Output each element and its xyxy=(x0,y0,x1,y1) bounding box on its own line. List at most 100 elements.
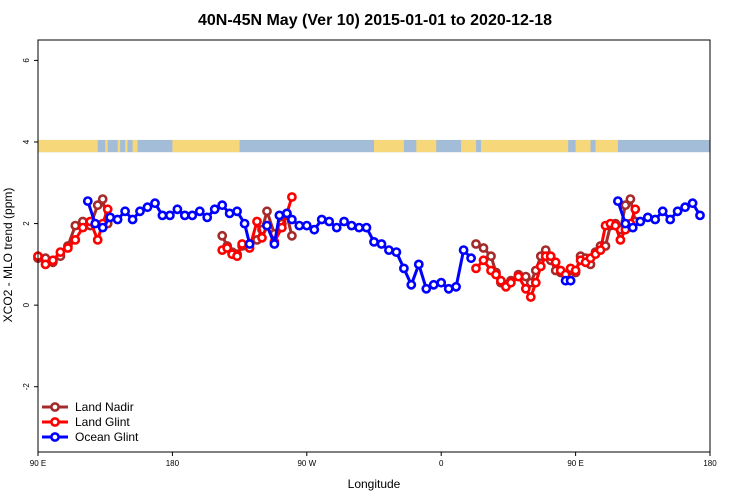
data-point xyxy=(70,234,81,245)
data-point xyxy=(406,279,417,290)
data-point xyxy=(610,220,621,231)
data-point xyxy=(276,222,287,233)
data-point xyxy=(339,216,349,227)
data-point xyxy=(680,202,690,213)
data-point xyxy=(301,220,312,231)
data-point xyxy=(252,216,262,227)
data-point xyxy=(63,243,73,253)
data-point xyxy=(157,210,168,221)
x-tick-label: 90 E xyxy=(30,459,46,468)
data-point xyxy=(391,247,402,257)
data-point xyxy=(413,259,424,270)
y-tick-label: 6 xyxy=(22,58,31,63)
land-band xyxy=(117,139,121,153)
data-point xyxy=(451,281,461,292)
data-point xyxy=(376,239,387,249)
data-point xyxy=(478,243,489,253)
data-point xyxy=(520,283,531,294)
data-point xyxy=(209,204,220,215)
series-layer xyxy=(33,192,705,302)
data-point xyxy=(92,200,103,211)
data-point xyxy=(222,243,233,253)
data-point xyxy=(471,263,481,274)
data-point xyxy=(530,277,541,288)
x-tick-label: 90 E xyxy=(567,459,583,468)
data-point xyxy=(294,220,305,231)
data-point xyxy=(630,204,641,215)
data-point xyxy=(361,222,372,233)
data-point xyxy=(486,251,496,262)
data-point xyxy=(495,275,506,286)
data-point xyxy=(102,204,113,215)
data-point xyxy=(127,214,138,225)
data-point xyxy=(471,239,481,249)
land-ocean-strip xyxy=(38,139,710,153)
data-point xyxy=(570,265,581,276)
data-point xyxy=(565,275,576,286)
data-point xyxy=(398,263,409,274)
legend-marker xyxy=(50,432,60,442)
data-point xyxy=(97,194,108,204)
data-point xyxy=(40,259,51,270)
data-point xyxy=(187,210,198,221)
data-point xyxy=(627,222,638,233)
data-point xyxy=(505,277,516,288)
data-point xyxy=(316,214,327,225)
land-band xyxy=(105,139,108,153)
x-axis-label: Longitude xyxy=(348,477,401,491)
land-band xyxy=(595,139,618,153)
data-point xyxy=(55,247,66,257)
chart-title: 40N-45N May (Ver 10) 2015-01-01 to 2020-… xyxy=(198,12,552,29)
data-point xyxy=(135,206,145,217)
data-point xyxy=(545,251,556,262)
land-band xyxy=(461,139,477,153)
data-point xyxy=(262,206,272,217)
data-point xyxy=(262,220,272,231)
data-point xyxy=(48,255,58,266)
data-point xyxy=(217,230,228,241)
data-point xyxy=(164,210,175,221)
data-point xyxy=(346,220,357,231)
data-point xyxy=(269,239,280,249)
legend-marker xyxy=(50,417,60,427)
legend-marker xyxy=(50,402,60,412)
y-tick-label: 2 xyxy=(22,221,31,226)
land-band xyxy=(416,139,437,153)
data-point xyxy=(274,210,285,221)
data-point xyxy=(281,208,292,219)
data-point xyxy=(466,253,476,264)
data-point xyxy=(237,239,247,249)
data-point xyxy=(112,214,123,225)
data-point xyxy=(428,279,439,290)
series-ocean-glint xyxy=(82,196,705,294)
data-point xyxy=(217,200,228,211)
data-point xyxy=(150,198,160,209)
y-axis-label: XCO2 - MLO trend (ppm) xyxy=(1,188,15,323)
legend-label: Ocean Glint xyxy=(75,430,139,444)
data-point xyxy=(232,206,242,217)
land-band xyxy=(38,139,98,153)
data-point xyxy=(513,271,524,282)
land-band xyxy=(374,139,404,153)
data-point xyxy=(179,210,190,221)
x-tick-label: 180 xyxy=(166,459,180,468)
data-point xyxy=(635,216,646,227)
data-point xyxy=(620,200,631,211)
x-tick-label: 0 xyxy=(439,459,444,468)
data-point xyxy=(525,292,536,302)
data-point xyxy=(369,236,379,247)
data-point xyxy=(665,214,676,225)
data-point xyxy=(615,234,626,245)
data-point xyxy=(172,204,183,215)
y-tick-label: 0 xyxy=(22,302,31,307)
data-point xyxy=(383,245,394,255)
data-point xyxy=(436,277,447,288)
data-point xyxy=(92,234,103,245)
legend-label: Land Nadir xyxy=(75,400,134,414)
data-point xyxy=(687,198,698,209)
data-point xyxy=(286,192,297,202)
data-point xyxy=(695,210,705,221)
data-point xyxy=(70,220,81,231)
